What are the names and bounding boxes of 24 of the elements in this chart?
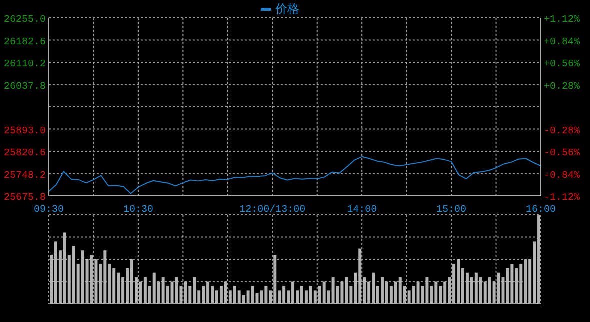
y-tick-label: 25820.6 (4, 148, 46, 160)
y-tick-label: 25748.2 (4, 170, 46, 182)
y2-tick-label: +1.12% (544, 15, 580, 26)
y-tick-label: 25893.0 (4, 126, 46, 138)
x-tick-label: 15:00 (436, 205, 467, 216)
legend: 价格 (49, 1, 541, 18)
y-tick-label: 26037.8 (4, 82, 46, 93)
y2-tick-label: +0.84% (544, 37, 580, 48)
y-tick-label: 26110.2 (4, 60, 46, 70)
y-tick-label: 25675.8 (4, 193, 46, 204)
x-tick-label: 14:00 (347, 205, 378, 216)
y2-tick-label: -0.28% (544, 126, 580, 138)
y2-tick-label: -1.12% (544, 193, 580, 204)
x-tick-label: 16:00 (526, 205, 556, 216)
y-tick-label: 26182.6 (4, 37, 46, 48)
x-tick-label: 12:00/13:00 (240, 204, 306, 216)
x-tick-label: 09:30 (34, 205, 64, 216)
y2-tick-label: +0.28% (544, 82, 580, 93)
y-tick-label: 26255.0 (4, 15, 46, 26)
y2-tick-label: +0.56% (544, 60, 580, 70)
x-tick-label: 10:30 (123, 205, 154, 216)
legend-label: 价格 (276, 1, 300, 18)
y2-tick-label: -0.84% (544, 170, 580, 182)
y2-tick-label: -0.56% (544, 148, 580, 160)
